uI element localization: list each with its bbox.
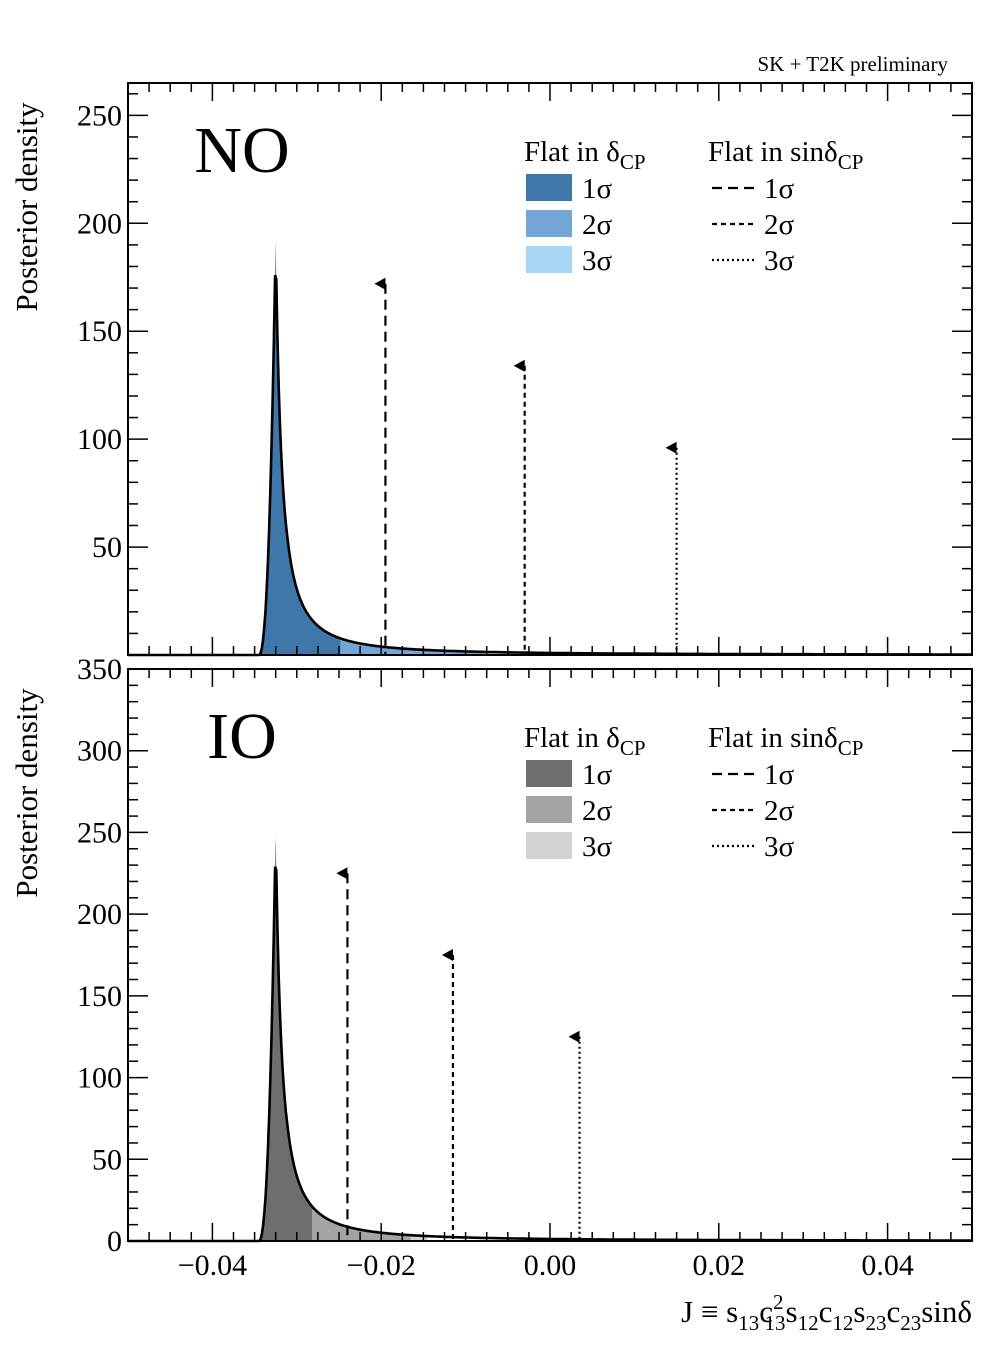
x-tick-label: 0.00 bbox=[524, 1249, 577, 1282]
y-tick-label: 100 bbox=[77, 423, 122, 456]
y-tick-label: 200 bbox=[77, 898, 122, 931]
marker-dotted-3sigma bbox=[665, 441, 678, 655]
marker-dashed-1sigma bbox=[374, 277, 387, 655]
x-tick-labels: −0.04 −0.02 0.00 0.02 0.04 bbox=[178, 1249, 914, 1282]
preliminary-watermark: SK + T2K preliminary bbox=[757, 52, 948, 76]
y-axis-title: Posterior density bbox=[9, 102, 44, 312]
fill-2sigma bbox=[312, 1206, 411, 1241]
legend-label: 1σ bbox=[582, 173, 613, 205]
y-tick-label: 0 bbox=[107, 1225, 122, 1258]
y-tick-label: 50 bbox=[92, 531, 122, 564]
legend-swatch bbox=[526, 832, 572, 859]
legend-header-flat-sin-delta: Flat in sinδCP bbox=[708, 722, 863, 760]
legend-swatch bbox=[526, 246, 572, 273]
y-tick-label: 300 bbox=[77, 735, 122, 768]
x-tick-label: −0.02 bbox=[346, 1249, 415, 1282]
y-tick-label: 250 bbox=[77, 99, 122, 132]
y-axis-title: Posterior density bbox=[9, 688, 44, 898]
y-tick-label: 150 bbox=[77, 315, 122, 348]
y-tick-label: 350 bbox=[77, 653, 122, 686]
panel-io: 0 50 100 150 200 250 300 350 Posterior density IO… bbox=[9, 653, 973, 1258]
fill-2sigma bbox=[340, 638, 485, 655]
y-tick-label: 100 bbox=[77, 1062, 122, 1095]
y-tick-label: 50 bbox=[92, 1143, 122, 1176]
fill-1sigma bbox=[258, 837, 312, 1241]
legend-header-flat-sin-delta: Flat in sinδCP bbox=[708, 136, 863, 174]
legend-label: 2σ bbox=[764, 795, 795, 827]
legend-label: 3σ bbox=[764, 831, 795, 863]
y-tick-label: 200 bbox=[77, 207, 122, 240]
legend-label: 1σ bbox=[764, 173, 795, 205]
fill-1sigma bbox=[258, 240, 341, 655]
marker-dense-dashed-2sigma bbox=[441, 949, 455, 1241]
legend-swatch bbox=[526, 174, 572, 201]
legend-swatch bbox=[526, 210, 572, 237]
legend-swatch bbox=[526, 760, 572, 787]
legend-label: 1σ bbox=[764, 759, 795, 791]
panels: 50 100 150 200 250 Posterior density NO Flat in… bbox=[9, 82, 973, 1282]
panel-label: NO bbox=[194, 114, 289, 187]
marker-dense-dashed-2sigma bbox=[513, 359, 526, 655]
x-axis-title: J ≡ s13c2 13s12c12s23c23sinδ bbox=[681, 1290, 972, 1335]
x-tick-label: 0.04 bbox=[861, 1249, 914, 1282]
x-tick-label: −0.04 bbox=[178, 1249, 247, 1282]
x-tick-label: 0.02 bbox=[693, 1249, 746, 1282]
legend-label: 2σ bbox=[582, 795, 613, 827]
legend-label: 3σ bbox=[582, 831, 613, 863]
y-tick-label: 250 bbox=[77, 816, 122, 849]
marker-dashed-1sigma bbox=[336, 867, 349, 1241]
legend-label: 3σ bbox=[764, 245, 795, 277]
legend-label: 2σ bbox=[582, 209, 613, 241]
legend-label: 2σ bbox=[764, 209, 795, 241]
legend-label: 3σ bbox=[582, 245, 613, 277]
legend-label: 1σ bbox=[582, 759, 613, 791]
panel-label: IO bbox=[207, 700, 277, 773]
y-tick-label: 150 bbox=[77, 980, 122, 1013]
marker-dotted-3sigma bbox=[568, 1030, 581, 1241]
legend-swatch bbox=[526, 796, 572, 823]
